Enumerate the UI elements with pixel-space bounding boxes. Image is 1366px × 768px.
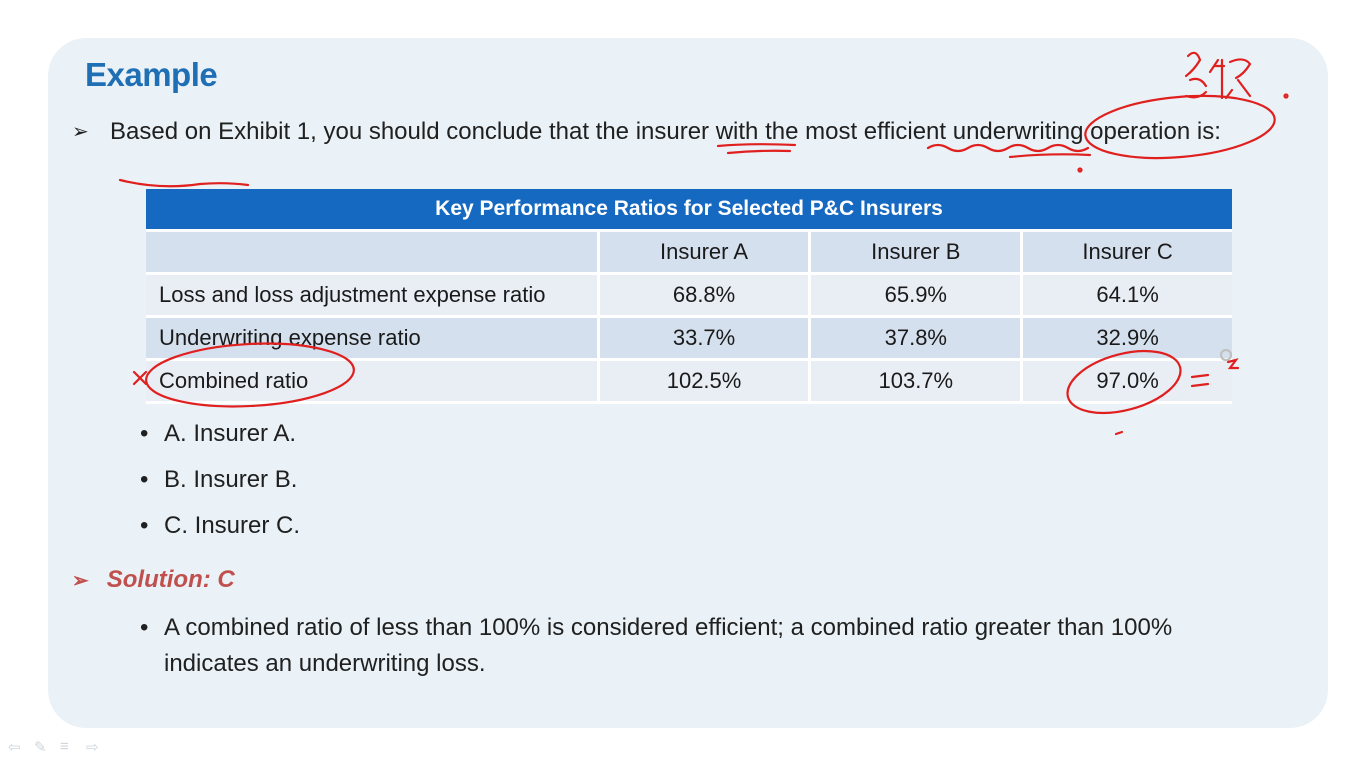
table-cell: 65.9% — [811, 275, 1024, 318]
solution: ➢ Solution: C — [72, 566, 235, 594]
table-cell: 102.5% — [599, 361, 812, 404]
table-cell: 103.7% — [811, 361, 1024, 404]
choice-b: • B. Insurer B. — [140, 466, 297, 494]
choice-text: C. Insurer C. — [164, 512, 301, 539]
dot-bullet-icon: • — [140, 420, 149, 447]
table-row: Combined ratio 102.5% 103.7% 97.0% — [146, 361, 1232, 404]
prev-arrow-icon[interactable]: ⇦ — [8, 739, 21, 756]
column-header — [146, 232, 600, 275]
arrowhead-bullet-icon: ➢ — [72, 121, 89, 143]
table-cell: 64.1% — [1023, 275, 1232, 318]
choice-text: B. Insurer B. — [164, 466, 298, 493]
dot-bullet-icon: • — [140, 466, 149, 493]
table-caption: Key Performance Ratios for Selected P&C … — [146, 189, 1232, 232]
choice-text: A. Insurer A. — [164, 420, 297, 447]
choice-c: • C. Insurer C. — [140, 512, 300, 540]
arrowhead-bullet-icon: ➢ — [72, 570, 89, 592]
row-label: Underwriting expense ratio — [146, 318, 600, 361]
table-cell: 33.7% — [599, 318, 812, 361]
table-cell: 37.8% — [811, 318, 1024, 361]
next-arrow-icon[interactable]: ⇨ — [86, 739, 99, 756]
row-label: Combined ratio — [146, 361, 600, 404]
table-row: Loss and loss adjustment expense ratio 6… — [146, 275, 1232, 318]
dot-bullet-icon: • — [140, 614, 149, 641]
table-header-row: Insurer A Insurer B Insurer C — [146, 232, 1232, 275]
question-text: Based on Exhibit 1, you should conclude … — [110, 118, 1221, 145]
column-header: Insurer C — [1023, 232, 1232, 275]
ratios-table: Key Performance Ratios for Selected P&C … — [146, 189, 1232, 404]
slide-title: Example — [85, 56, 218, 93]
solution-text: Solution: C — [106, 566, 235, 593]
table-row: Underwriting expense ratio 33.7% 37.8% 3… — [146, 318, 1232, 361]
pen-icon[interactable]: ✎ — [34, 739, 47, 756]
table-cell: 97.0% — [1023, 361, 1232, 404]
menu-icon[interactable]: ≡ — [60, 738, 69, 755]
explanation-text: A combined ratio of less than 100% is co… — [164, 614, 1173, 677]
column-header: Insurer A — [599, 232, 812, 275]
table-cell: 32.9% — [1023, 318, 1232, 361]
table-cell: 68.8% — [599, 275, 812, 318]
column-header: Insurer B — [811, 232, 1024, 275]
slide-nav-toolbar: ⇦ ✎ ≡ ⇨ — [8, 738, 104, 756]
row-label: Loss and loss adjustment expense ratio — [146, 275, 600, 318]
explanation: • A combined ratio of less than 100% is … — [140, 610, 1270, 682]
choice-a: • A. Insurer A. — [140, 420, 296, 448]
dot-bullet-icon: • — [140, 512, 149, 539]
